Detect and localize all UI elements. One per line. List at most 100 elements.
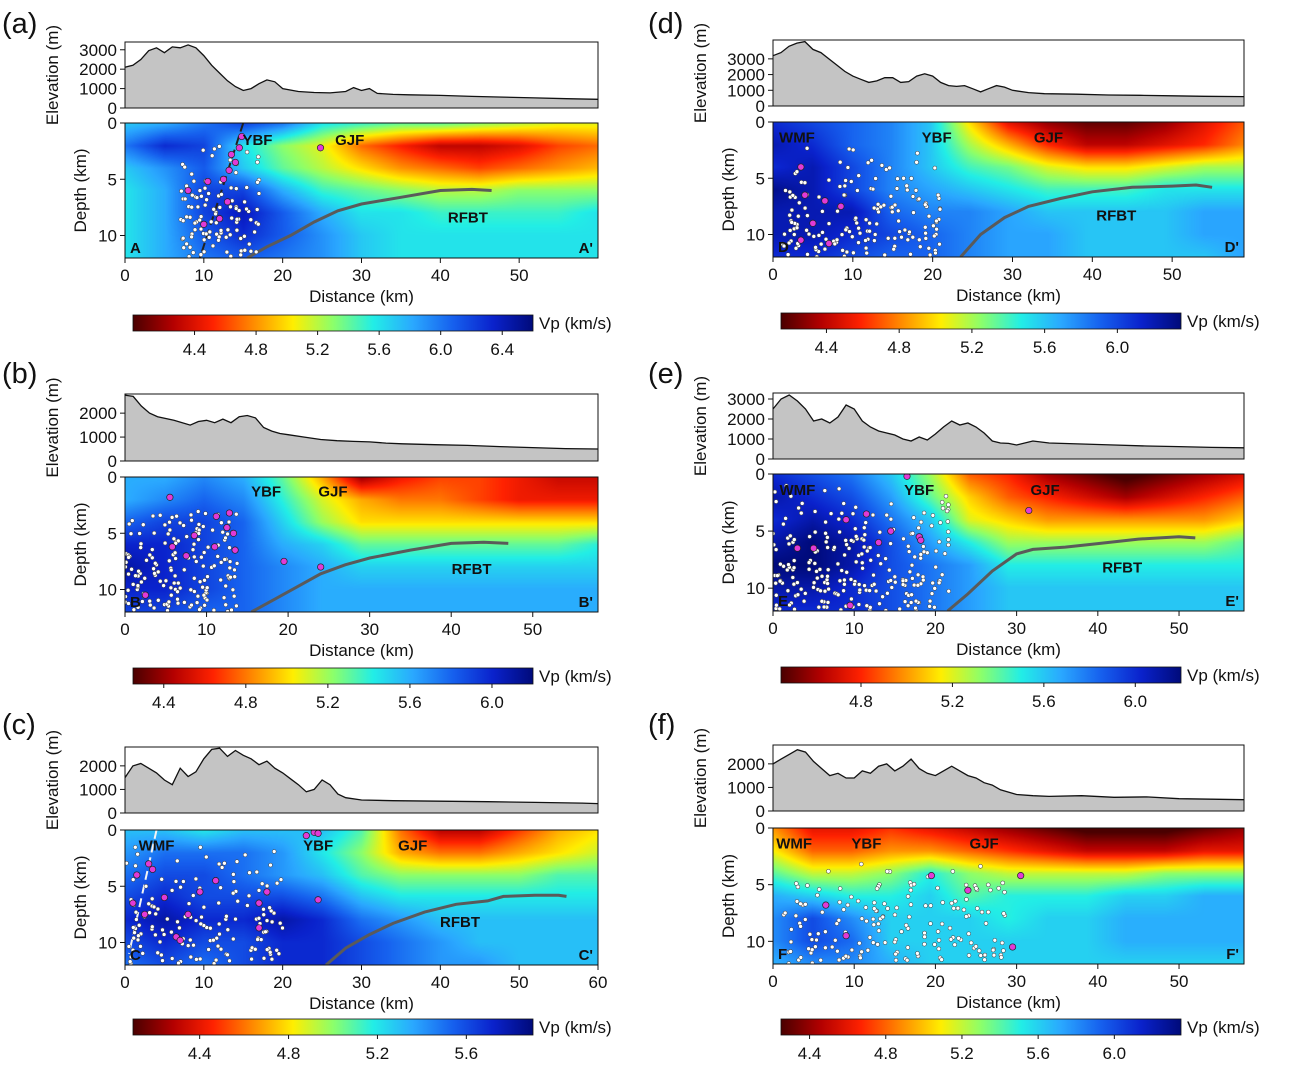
earthquake-small — [198, 921, 204, 927]
earthquake-small — [846, 146, 852, 152]
earthquake-large — [862, 510, 870, 518]
earthquake-small — [874, 886, 880, 891]
colorbar-tick-label: 5.6 — [367, 340, 391, 359]
fault-label-gjf: GJF — [335, 132, 364, 149]
earthquake-small — [253, 249, 259, 255]
earthquake-small — [159, 877, 164, 882]
earthquake-small — [935, 192, 941, 198]
earthquake-small — [196, 537, 201, 542]
earthquake-small — [990, 947, 996, 953]
fault-label-rfbt: RFBT — [1096, 207, 1136, 224]
earthquake-small — [773, 547, 779, 552]
distance-tick-label: 50 — [1170, 972, 1189, 991]
distance-tick-label: 50 — [523, 620, 542, 639]
earthquake-small — [910, 576, 915, 581]
earthquake-small — [923, 230, 928, 236]
distance-tick-label: 0 — [768, 265, 777, 284]
earthquake-small — [897, 606, 902, 611]
elevation-frame — [772, 392, 1245, 460]
earthquake-small — [189, 171, 194, 177]
earthquake-small — [923, 903, 928, 908]
earthquake-small — [825, 545, 830, 550]
earthquake-small — [794, 899, 800, 904]
earthquake-small — [194, 957, 199, 962]
earthquake-small — [278, 877, 284, 882]
earthquake-small — [182, 600, 187, 605]
earthquake-small — [781, 564, 786, 569]
earthquake-small — [905, 945, 911, 950]
earthquake-small — [979, 909, 985, 915]
earthquake-small — [214, 231, 219, 237]
earthquake-small — [204, 197, 209, 202]
colorbar-tick-label: 6.0 — [429, 340, 453, 359]
earthquake-small — [140, 951, 145, 956]
earthquake-small — [177, 520, 183, 526]
earthquake-small — [956, 936, 961, 941]
earthquake-large — [964, 886, 972, 894]
earthquake-small — [885, 236, 891, 241]
earthquake-small — [906, 549, 912, 554]
earthquake-small — [773, 580, 778, 586]
earthquake-small — [867, 228, 872, 234]
earthquake-small — [842, 183, 848, 189]
earthquake-small — [192, 589, 197, 594]
distance-tick-label: 50 — [1170, 619, 1189, 638]
distance-tick-label: 50 — [510, 266, 529, 285]
earthquake-small — [816, 233, 822, 238]
earthquake-small — [973, 944, 979, 949]
colorbar-tick-label: 4.8 — [234, 693, 258, 712]
earthquake-small — [901, 176, 906, 181]
earthquake-small — [788, 949, 793, 954]
earthquake-small — [247, 870, 252, 875]
section-end-label: D' — [1225, 239, 1239, 256]
earthquake-small — [189, 204, 194, 210]
earthquake-small — [849, 179, 854, 184]
colorbar — [780, 312, 1182, 330]
fault-label-rfbt: RFBT — [1102, 559, 1142, 576]
earthquake-small — [254, 869, 260, 875]
earthquake-small — [201, 904, 207, 910]
distance-tick-label: 60 — [589, 973, 608, 992]
colorbar-tick-label: 4.8 — [887, 338, 911, 357]
earthquake-small — [230, 587, 236, 593]
section-end-label: A' — [579, 240, 593, 257]
earthquake-large — [255, 924, 263, 932]
earthquake-small — [938, 520, 943, 525]
depth-axis-title: Depth (km) — [71, 502, 90, 586]
earthquake-small — [811, 585, 816, 590]
earthquake-small — [908, 252, 913, 257]
earthquake-small — [155, 569, 161, 575]
earthquake-small — [169, 929, 174, 935]
earthquake-small — [151, 904, 157, 910]
elevation-line — [772, 40, 1245, 98]
earthquake-small — [126, 521, 132, 527]
earthquake-small — [202, 603, 207, 608]
earthquake-small — [913, 605, 918, 611]
earthquake-small — [247, 241, 252, 247]
earthquake-small — [269, 919, 275, 925]
earthquake-small — [921, 544, 926, 549]
earthquake-small — [963, 882, 969, 888]
earthquake-small — [234, 859, 240, 864]
earthquake-small — [153, 911, 158, 917]
earthquake-small — [812, 529, 818, 535]
earthquake-small — [836, 918, 842, 923]
earthquake-small — [125, 860, 129, 866]
earthquake-small — [793, 913, 799, 919]
fault-label-gjf: GJF — [1034, 130, 1063, 147]
earthquake-small — [822, 246, 828, 252]
earthquake-small — [913, 598, 919, 604]
earthquake-small — [131, 935, 136, 941]
earthquake-large — [227, 150, 235, 159]
section-end-label: E' — [1225, 593, 1239, 610]
earthquake-small — [837, 578, 843, 584]
rfbt-line — [246, 187, 492, 258]
earthquake-small — [219, 192, 224, 197]
earthquake-small — [223, 602, 228, 608]
elevation-tick-label: 0 — [108, 804, 117, 823]
earthquake-small — [210, 243, 216, 249]
earthquake-small — [936, 938, 942, 943]
earthquake-small — [274, 948, 279, 953]
earthquake-small — [986, 882, 991, 888]
earthquake-small — [125, 560, 129, 565]
